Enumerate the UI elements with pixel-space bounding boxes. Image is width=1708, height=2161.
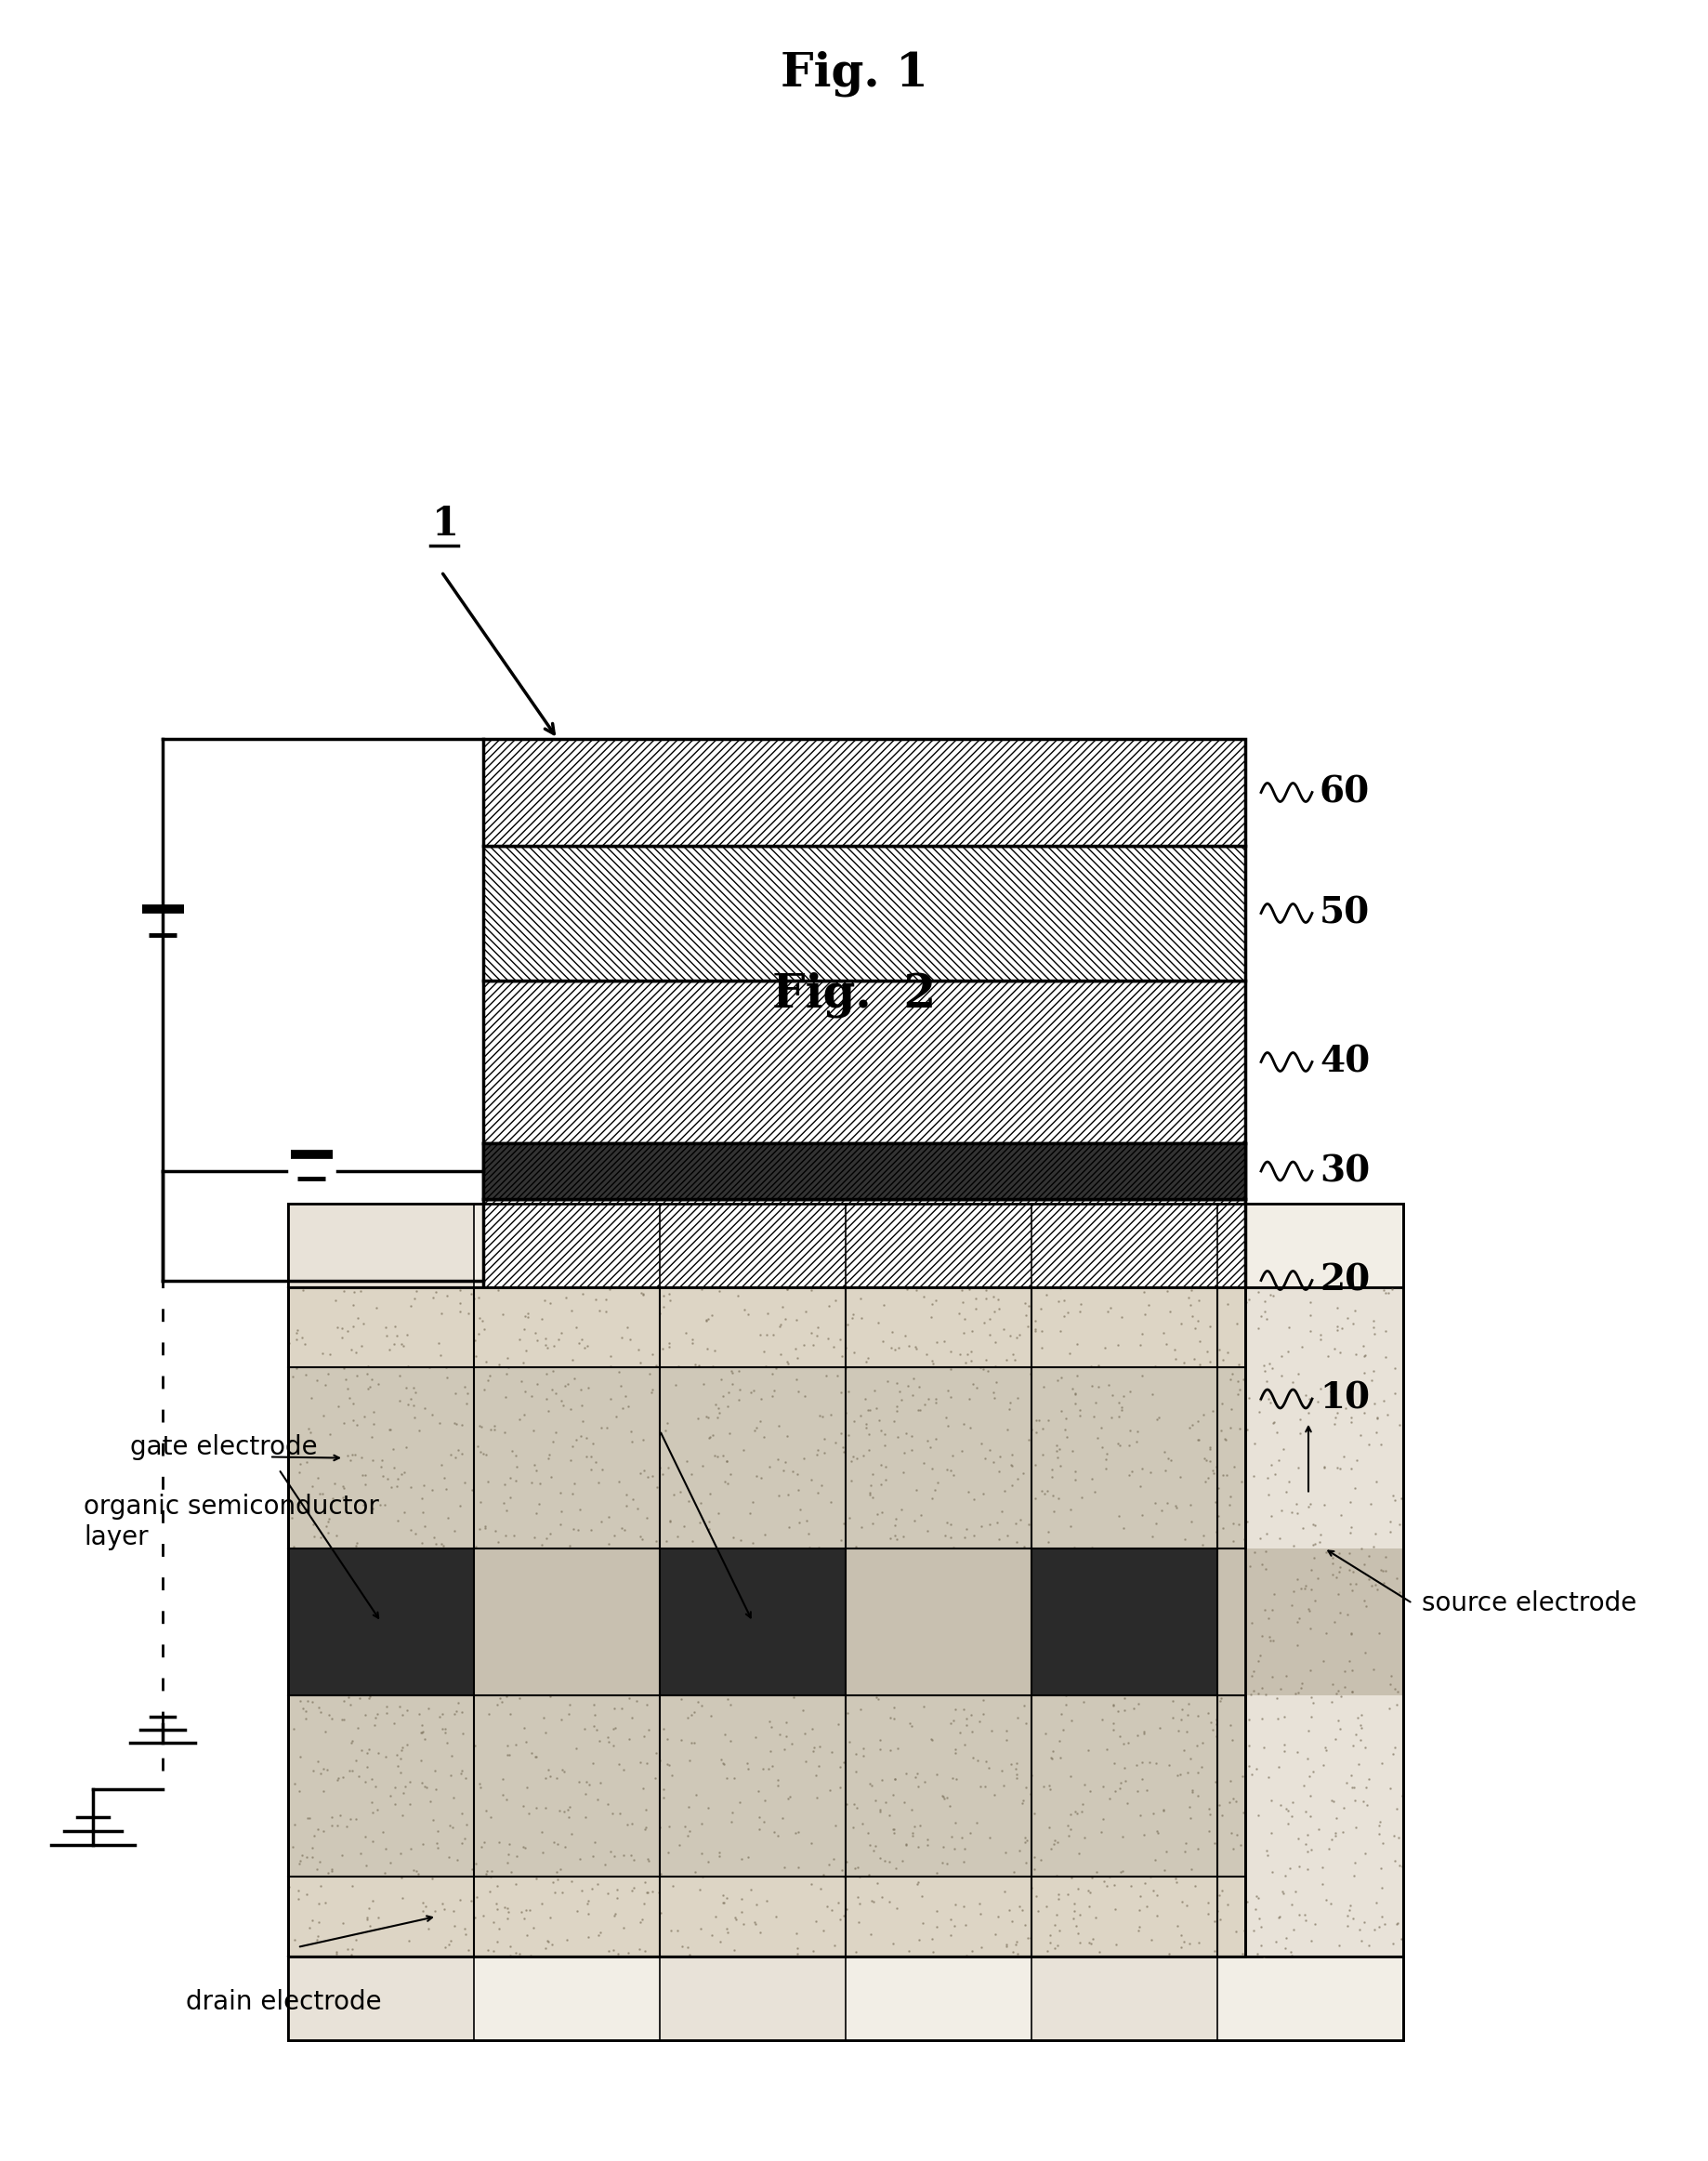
- Bar: [1218, 1204, 1404, 2040]
- Bar: [289, 1204, 1404, 2040]
- Text: 10: 10: [1320, 1381, 1370, 1415]
- Text: 60: 60: [1320, 774, 1370, 810]
- Bar: [1218, 1204, 1404, 1288]
- Bar: [1218, 1956, 1404, 2040]
- Text: 30: 30: [1320, 1154, 1370, 1189]
- Bar: [1218, 1547, 1404, 1696]
- Text: 50: 50: [1320, 895, 1370, 931]
- Text: Fig.  2: Fig. 2: [772, 972, 936, 1018]
- Text: gate electrode: gate electrode: [130, 1435, 318, 1461]
- Bar: [483, 1143, 1245, 1199]
- Bar: [289, 1204, 473, 1288]
- Bar: [1032, 1204, 1218, 1288]
- Bar: [473, 1204, 659, 1288]
- Text: organic semiconductor
layer: organic semiconductor layer: [84, 1493, 379, 1549]
- Bar: [845, 1204, 1032, 2040]
- Bar: [845, 1547, 1032, 1696]
- Text: 20: 20: [1320, 1262, 1370, 1299]
- Bar: [659, 1204, 845, 2040]
- Bar: [1245, 1288, 1404, 1956]
- Bar: [483, 739, 1245, 845]
- Bar: [659, 1547, 845, 1696]
- Bar: [473, 1956, 659, 2040]
- Bar: [483, 1143, 1245, 1199]
- Bar: [289, 1204, 473, 2040]
- Bar: [473, 1547, 659, 1696]
- Bar: [1032, 1956, 1218, 2040]
- Bar: [289, 1368, 1245, 1547]
- Bar: [289, 1288, 1245, 1956]
- Bar: [289, 1547, 1245, 1696]
- Bar: [845, 1204, 1032, 1288]
- Bar: [289, 1288, 1245, 1956]
- Bar: [289, 1696, 1245, 1876]
- Bar: [1032, 1547, 1218, 1696]
- Bar: [289, 1547, 473, 1696]
- Bar: [473, 1204, 659, 2040]
- Bar: [483, 845, 1245, 981]
- Bar: [289, 1204, 1404, 2040]
- Bar: [659, 1956, 845, 2040]
- Text: 40: 40: [1320, 1044, 1370, 1080]
- Bar: [659, 1204, 845, 1288]
- Text: Fig. 1: Fig. 1: [781, 52, 927, 97]
- Text: source electrode: source electrode: [1421, 1590, 1636, 1616]
- Bar: [1032, 1204, 1218, 2040]
- Bar: [483, 1361, 1245, 1437]
- Bar: [289, 1876, 1245, 1956]
- Text: 1: 1: [432, 506, 459, 545]
- Bar: [289, 1956, 473, 2040]
- Text: drain electrode: drain electrode: [186, 1988, 381, 2014]
- Bar: [483, 981, 1245, 1143]
- Bar: [483, 1199, 1245, 1361]
- Bar: [289, 1288, 1245, 1368]
- Bar: [845, 1956, 1032, 2040]
